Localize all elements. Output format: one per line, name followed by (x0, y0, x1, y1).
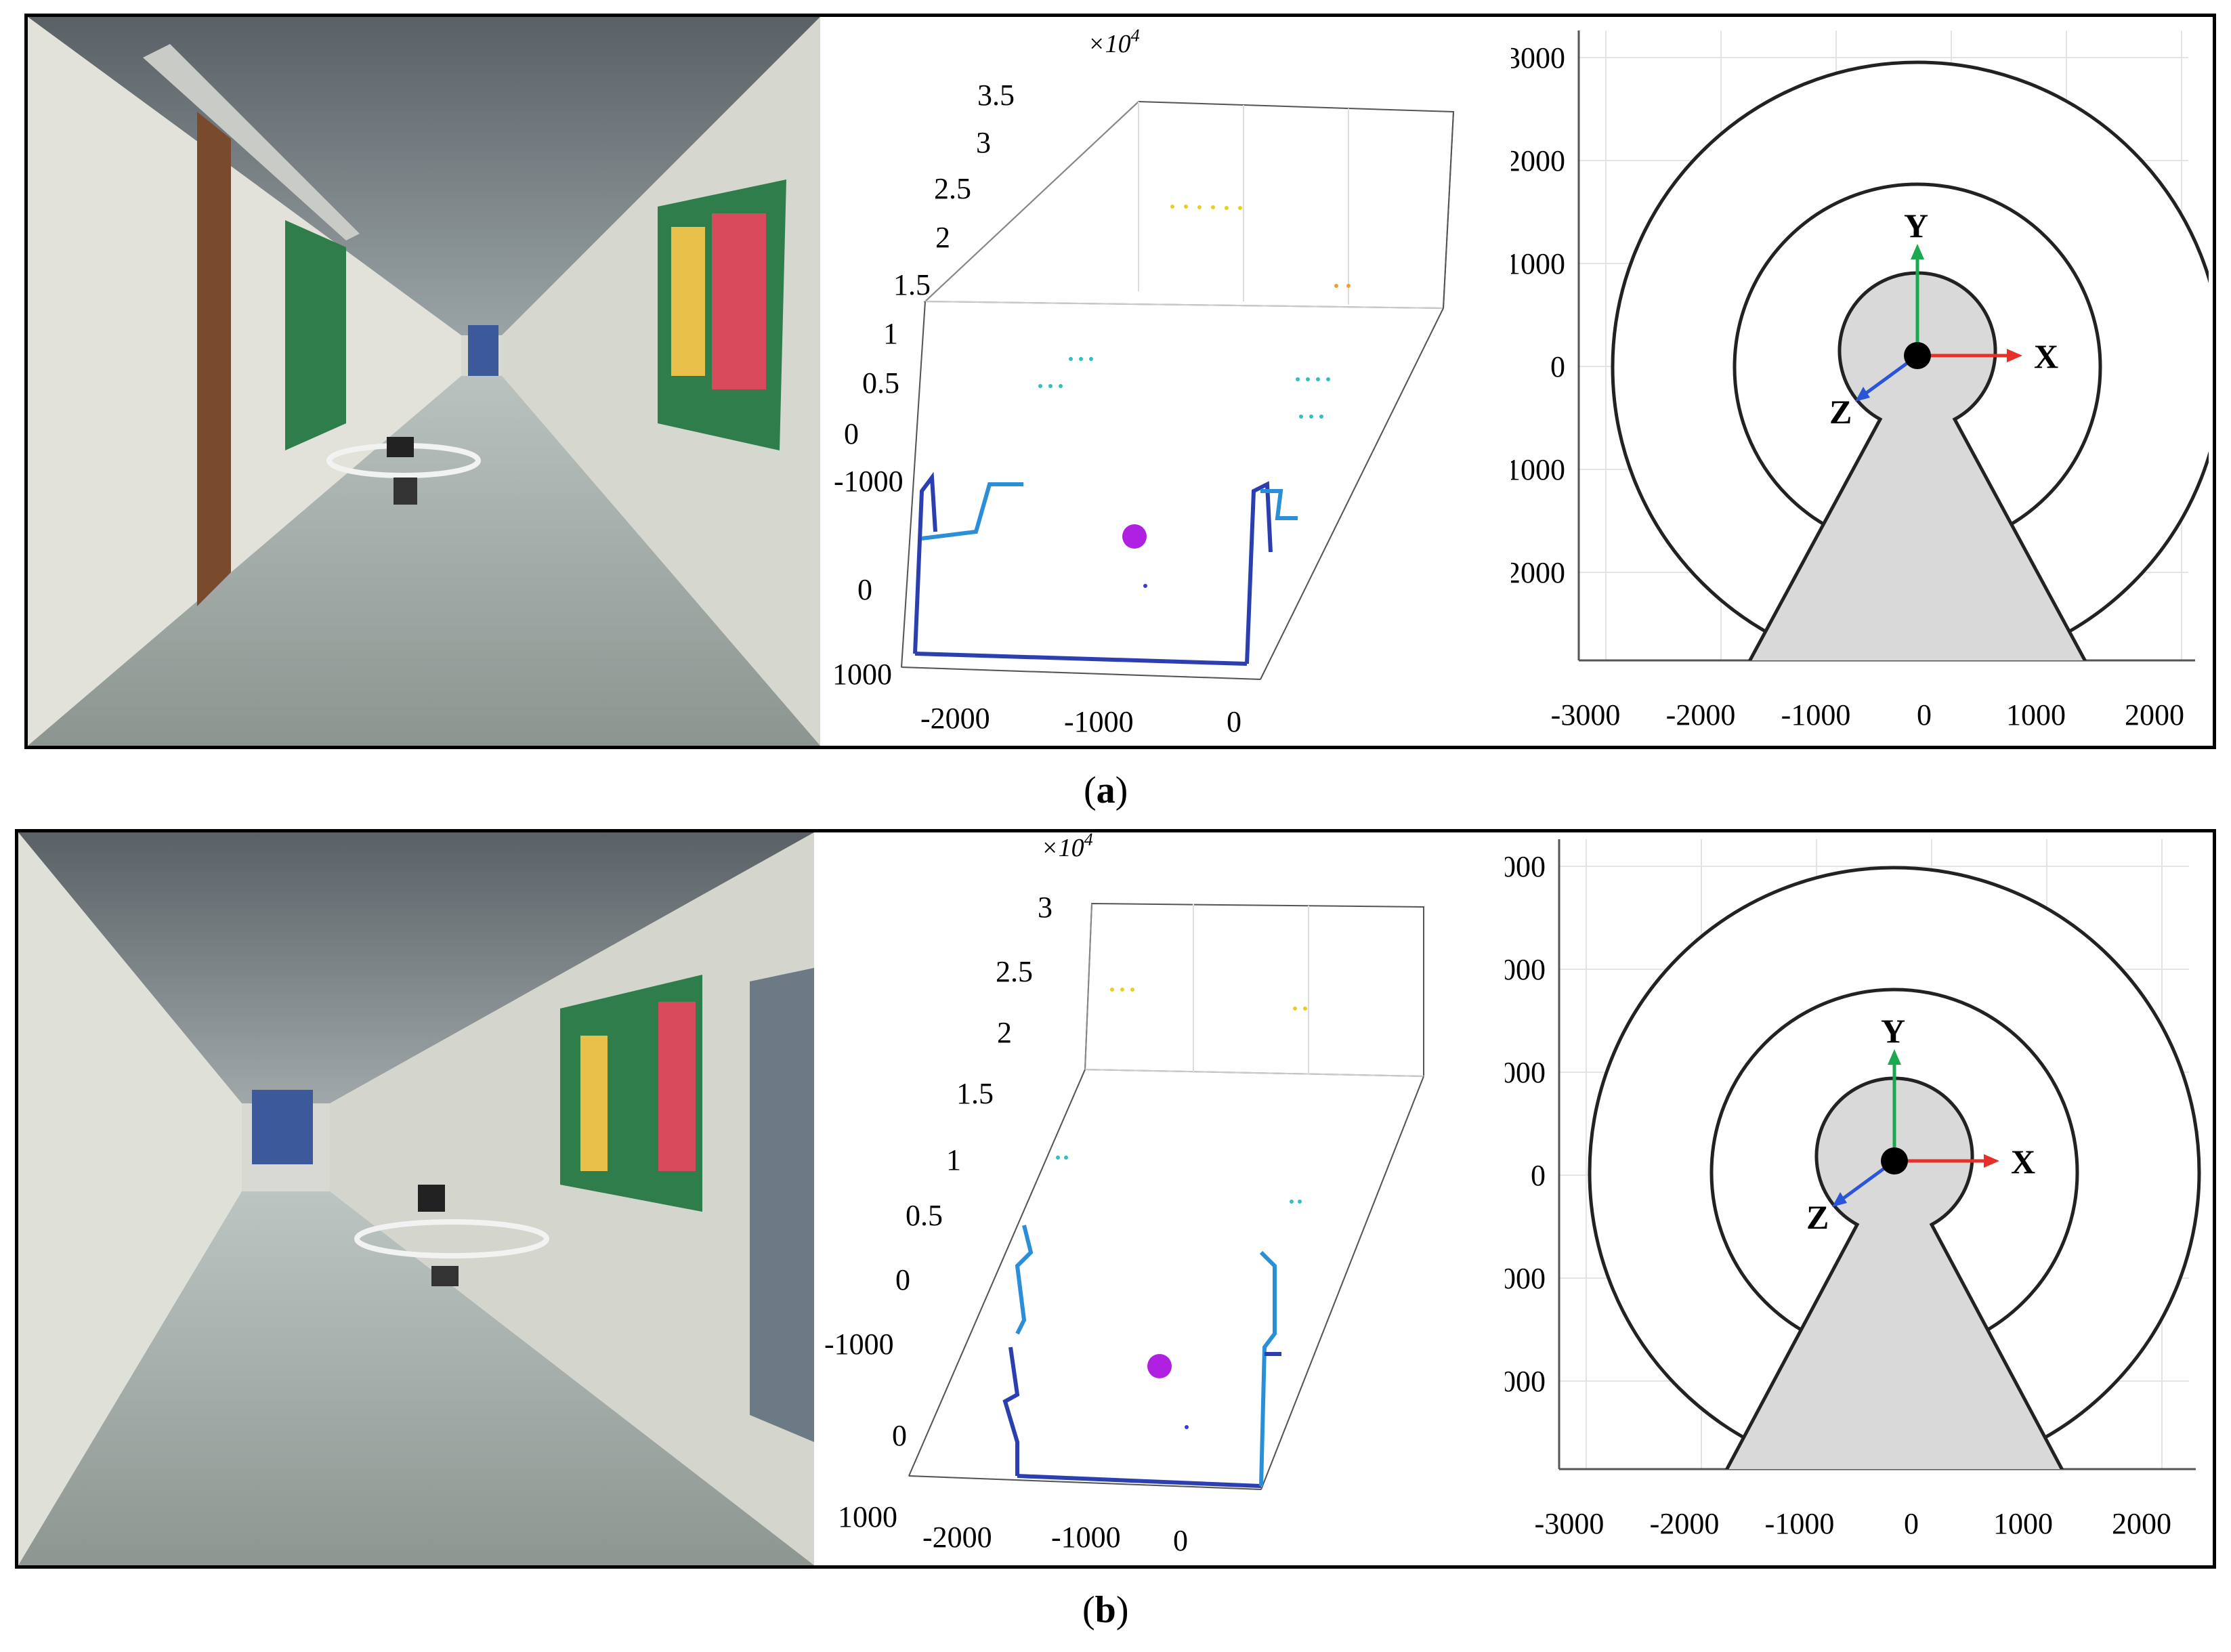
x-axis-ticks-a: -2000 -1000 0 (920, 702, 1241, 738)
x-tick: 1000 (2006, 698, 2066, 732)
y-tick: 2000 (1505, 953, 1546, 986)
field-x-ticks-a: -3000 -2000 -1000 0 1000 2000 (1551, 698, 2184, 732)
z-tick: 0.5 (906, 1199, 943, 1232)
x-tick: -2000 (1650, 1507, 1720, 1540)
z-axis-ticks-b: 0 0.5 1 1.5 2 2.5 3 (895, 891, 1053, 1296)
x-tick: -2000 (1666, 698, 1736, 732)
corridor-photo-b (18, 832, 814, 1565)
lidar-3d-plot-b: 0 0.5 1 1.5 2 2.5 3 ×104 -1000 0 1000 -2… (824, 832, 1425, 1557)
field-y-ticks-a: 3000 2000 1000 0 -1000 -2000 (1511, 41, 1565, 589)
y-tick: 2000 (1511, 144, 1565, 177)
lidar-3d-plot-a: 0 0.5 1 1.5 2 2.5 3 3.5 ×104 -1000 0 100… (832, 26, 1455, 738)
z-axis-label: Z (1806, 1198, 1829, 1236)
x-tick: -3000 (1535, 1507, 1605, 1540)
exponent-label-a: ×104 (1088, 26, 1140, 58)
x-tick: -2000 (920, 702, 990, 735)
z-tick: 0 (895, 1263, 910, 1296)
y-tick: 0 (1531, 1159, 1546, 1192)
y-tick: 1000 (1505, 1056, 1546, 1089)
y-tick: 0 (1550, 350, 1565, 383)
x-tick: 0 (1173, 1524, 1188, 1557)
z-tick: 1 (946, 1143, 961, 1177)
x-tick: -1000 (1765, 1507, 1835, 1540)
y-tick: 0 (892, 1419, 907, 1452)
y-tick: 1000 (838, 1500, 897, 1533)
x-tick: 0 (1904, 1507, 1919, 1540)
field-x-ticks-b: -3000 -2000 -1000 0 1000 2000 (1535, 1507, 2171, 1540)
corridor-photo-a (28, 17, 820, 746)
x-axis-ticks-b: -2000 -1000 0 (922, 1521, 1188, 1557)
y-tick: -1000 (1505, 1262, 1546, 1295)
y-tick: -1000 (834, 465, 904, 498)
z-tick: 3 (1038, 891, 1053, 924)
z-tick: 2.5 (934, 172, 971, 205)
y-axis-ticks-a: -1000 0 1000 (832, 465, 904, 691)
z-tick: 2 (935, 221, 950, 254)
z-axis-label: Z (1829, 393, 1852, 431)
x-axis-label: X (2011, 1143, 2035, 1181)
z-tick: 0 (844, 417, 859, 450)
sensor-origin (1881, 1147, 1908, 1174)
x-tick: 1000 (1993, 1507, 2053, 1540)
svg-text:×104: ×104 (1088, 26, 1140, 58)
exponent-label-b: ×104 (1041, 832, 1093, 862)
x-tick: 2000 (2112, 1507, 2171, 1540)
y-tick: 0 (857, 573, 872, 606)
x-tick: 0 (1917, 698, 1932, 732)
y-axis-label: Y (1904, 207, 1928, 245)
z-tick: 1.5 (956, 1077, 994, 1110)
x-tick: -2000 (922, 1521, 992, 1554)
z-tick: 2.5 (996, 955, 1033, 988)
y-axis-ticks-b: -1000 0 1000 (824, 1328, 907, 1533)
caption-a: (a) (1084, 769, 1128, 811)
z-tick: 1.5 (893, 268, 931, 301)
x-tick: -1000 (1064, 705, 1134, 738)
x-tick: 2000 (2125, 698, 2184, 732)
x-tick: -1000 (1781, 698, 1851, 732)
x-tick: -3000 (1551, 698, 1621, 732)
figure-panel-b: 0 0.5 1 1.5 2 2.5 3 ×104 -1000 0 1000 -2… (15, 829, 2216, 1569)
z-tick: 3 (976, 126, 991, 159)
svg-text:×104: ×104 (1041, 832, 1093, 862)
sensor-coverage-shape (1724, 1076, 2064, 1469)
caption-b: (b) (1082, 1589, 1129, 1631)
field-of-view-plot-a: Y X Z 3000 2000 1000 0 -1000 -2000 -3000… (1511, 30, 2209, 732)
y-tick: 1000 (1511, 247, 1565, 280)
y-tick: -1000 (1511, 453, 1565, 486)
z-tick: 1 (883, 317, 898, 350)
y-tick: -2000 (1505, 1365, 1546, 1398)
sensor-origin (1904, 342, 1931, 369)
y-tick: -1000 (824, 1328, 894, 1361)
z-tick: 0.5 (862, 366, 899, 400)
y-tick: 3000 (1505, 850, 1546, 883)
sensor-coverage-shape (1747, 271, 2087, 660)
field-of-view-plot-b: Y X Z 3000 2000 1000 0 -1000 -2000 -3000… (1505, 839, 2201, 1540)
x-tick: 0 (1227, 705, 1241, 738)
y-axis-label: Y (1881, 1012, 1905, 1050)
field-y-ticks-b: 3000 2000 1000 0 -1000 -2000 (1505, 850, 1546, 1398)
figure-panel-a: 0 0.5 1 1.5 2 2.5 3 3.5 ×104 -1000 0 100… (24, 14, 2216, 749)
point-cloud-a (913, 471, 1298, 666)
x-tick: -1000 (1051, 1521, 1121, 1554)
point-cloud-b (1002, 1225, 1281, 1488)
x-axis-label: X (2034, 337, 2058, 375)
y-tick: -2000 (1511, 556, 1565, 589)
z-axis-ticks-a: 0 0.5 1 1.5 2 2.5 3 3.5 (844, 79, 1015, 450)
z-tick: 2 (997, 1016, 1012, 1049)
y-tick: 1000 (832, 658, 892, 691)
z-tick: 3.5 (977, 79, 1015, 112)
y-tick: 3000 (1511, 41, 1565, 75)
